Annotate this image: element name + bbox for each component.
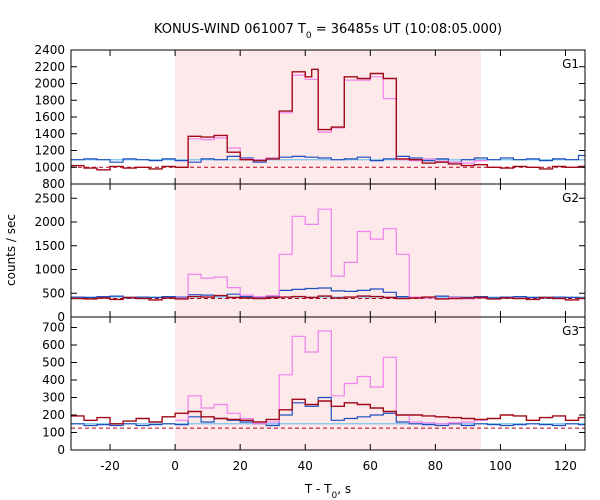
chart-title-rest: = 36485s UT (10:08:05.000) bbox=[312, 22, 502, 37]
y-tick-label: 2400 bbox=[34, 43, 65, 57]
panel-label: G1 bbox=[562, 57, 579, 71]
y-tick-label: 1800 bbox=[34, 93, 65, 107]
series-hard-line bbox=[71, 154, 585, 163]
x-tick-label: -20 bbox=[100, 459, 120, 473]
panel-g1: 800 1000 1200 1400 1600 1800 2000 2200 2400 G1 bbox=[34, 43, 586, 191]
y-tick-label: 1000 bbox=[34, 263, 65, 277]
highlight-interval bbox=[175, 50, 481, 184]
x-axis-label-rest: , s bbox=[337, 482, 351, 496]
series-soft-line bbox=[175, 330, 488, 425]
chart-title: KONUS-WIND 061007 T0 = 36485s UT (10:08:… bbox=[154, 22, 502, 41]
panel-label: G3 bbox=[562, 324, 579, 338]
y-tick-label: 0 bbox=[57, 443, 65, 457]
chart-title-subscript: 0 bbox=[306, 31, 312, 41]
y-tick-label: 1500 bbox=[34, 239, 65, 253]
x-axis-label-main: T - T bbox=[304, 482, 332, 496]
plot-area: 80010001200140016001800200022002400G1050… bbox=[34, 43, 586, 473]
y-tick-label: 1400 bbox=[34, 127, 65, 141]
y-tick-label: 100 bbox=[42, 426, 65, 440]
y-tick-label: 500 bbox=[42, 286, 65, 300]
series-total-line bbox=[71, 398, 585, 425]
chart-title-main: KONUS-WIND 061007 T bbox=[154, 22, 306, 37]
x-tick-label: 100 bbox=[489, 459, 512, 473]
y-tick-label: 2000 bbox=[34, 215, 65, 229]
y-tick-label: 1000 bbox=[34, 160, 65, 174]
x-tick-label: 120 bbox=[554, 459, 577, 473]
series-total-line bbox=[71, 68, 585, 171]
y-tick-label: 500 bbox=[42, 356, 65, 370]
y-tick-label: 2000 bbox=[34, 77, 65, 91]
panel-frame bbox=[70, 316, 586, 451]
y-tick-label: 2500 bbox=[34, 191, 65, 205]
y-tick-label: 600 bbox=[42, 338, 65, 352]
y-tick-label: 800 bbox=[42, 177, 65, 191]
x-axis-label-subscript: 0 bbox=[332, 491, 338, 500]
panel-label: G2 bbox=[562, 191, 579, 205]
y-tick-label: 700 bbox=[42, 321, 65, 335]
series-hard-line bbox=[71, 396, 585, 427]
x-tick-label: 40 bbox=[298, 459, 313, 473]
panel-g2: 0 500 1000 1500 2000 2500 G2 bbox=[34, 183, 586, 324]
y-tick-label: 0 bbox=[57, 310, 65, 324]
x-tick-label: 80 bbox=[428, 459, 443, 473]
x-axis-label: T - T0, s bbox=[304, 482, 351, 500]
y-tick-label: 200 bbox=[42, 408, 65, 422]
highlight-interval bbox=[175, 317, 481, 450]
x-tick-label: 20 bbox=[233, 459, 248, 473]
y-tick-label: 400 bbox=[42, 373, 65, 387]
y-tick-label: 2200 bbox=[34, 60, 65, 74]
y-tick-label: 300 bbox=[42, 391, 65, 405]
y-tick-label: 1600 bbox=[34, 110, 65, 124]
highlight-interval bbox=[175, 184, 481, 317]
y-axis-label: counts / sec bbox=[4, 214, 18, 286]
x-tick-label: 0 bbox=[171, 459, 179, 473]
panel-g3: 0 100 200 300 400 500 600 700 G3 bbox=[42, 316, 586, 457]
y-tick-label: 1200 bbox=[34, 144, 65, 158]
x-tick-label: 60 bbox=[363, 459, 378, 473]
series-total-line bbox=[71, 294, 585, 301]
